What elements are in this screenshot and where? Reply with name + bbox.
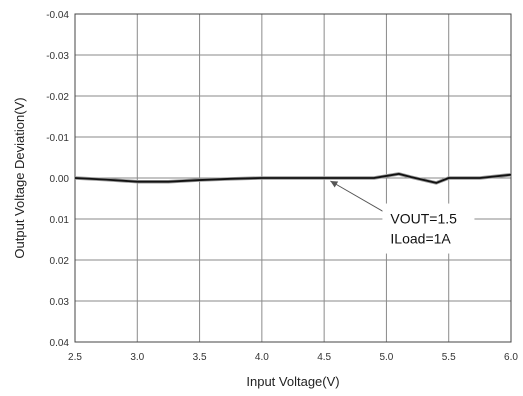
y-tick-label: 0.04	[50, 338, 70, 349]
annotation-text: VOUT=1.5	[390, 211, 457, 227]
y-tick-labels: -0.04 -0.03 -0.02 -0.01 0.00 0.01 0.02 0.03 0.04	[46, 10, 69, 349]
annotation-text: ILoad=1A	[390, 231, 451, 247]
y-tick-label: -0.01	[46, 133, 69, 144]
series-line	[74, 172, 512, 184]
x-tick-label: 3.0	[130, 352, 144, 363]
y-tick-label: -0.03	[46, 51, 69, 62]
x-tick-labels: 2.5 3.0 3.5 4.0 4.5 5.0 5.5 6.0	[68, 352, 518, 363]
y-tick-label: 0.03	[50, 297, 70, 308]
x-tick-label: 5.0	[379, 352, 393, 363]
annotation: VOUT=1.5 ILoad=1A	[330, 180, 475, 254]
x-tick-label: 4.5	[317, 352, 331, 363]
x-tick-label: 3.5	[193, 352, 207, 363]
x-tick-label: 2.5	[68, 352, 82, 363]
series-group	[74, 172, 512, 185]
y-tick-label: 0.00	[50, 174, 70, 185]
y-tick-label: -0.02	[46, 92, 69, 103]
annotation-arrow-line	[330, 180, 389, 215]
y-axis-label: Output Voltage Deviation(V)	[12, 97, 27, 258]
annotation-arrowhead	[330, 181, 339, 188]
x-tick-label: 6.0	[504, 352, 518, 363]
y-tick-label: 0.02	[50, 256, 70, 267]
y-tick-label: 0.01	[50, 215, 70, 226]
y-tick-label: -0.04	[46, 10, 69, 21]
x-tick-label: 5.5	[442, 352, 456, 363]
x-tick-label: 4.0	[255, 352, 269, 363]
x-axis-label: Input Voltage(V)	[246, 374, 339, 389]
annotation-box	[382, 203, 475, 254]
grid	[74, 13, 512, 343]
